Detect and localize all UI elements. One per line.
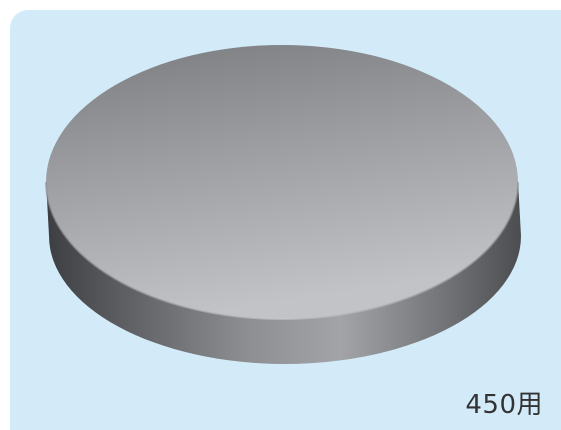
disc-side-wall [46,181,521,364]
disc-top-surface [46,45,518,319]
disc-top-rim [45,181,519,320]
size-caption: 450用 [465,390,543,420]
